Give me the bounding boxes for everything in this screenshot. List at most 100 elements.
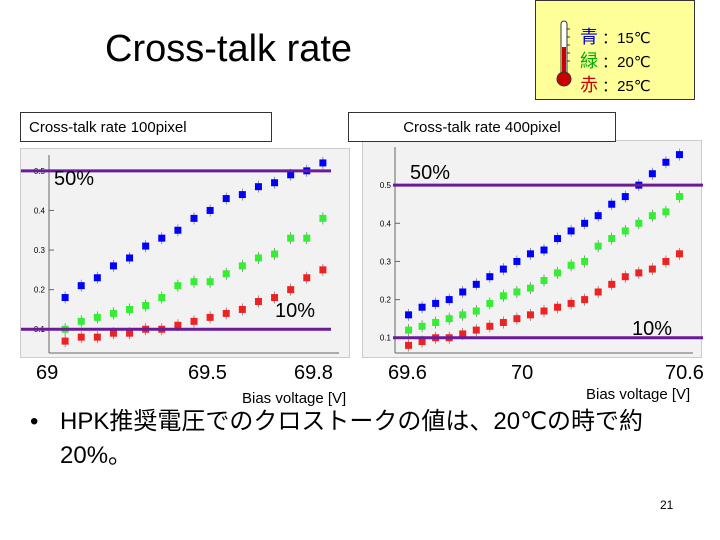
- data-point: [486, 322, 494, 330]
- data-point: [287, 171, 295, 179]
- data-point: [158, 234, 166, 242]
- temperature-legend: 青 ：15℃ 緑 ：20℃ 赤 ：25℃: [535, 0, 695, 100]
- right-plot-title: Cross-talk rate 400pixel: [348, 112, 616, 142]
- data-point: [445, 315, 453, 323]
- data-point: [303, 274, 311, 282]
- data-point: [126, 329, 134, 337]
- bullet-icon: •: [30, 408, 39, 435]
- note-text: HPK推奨電圧でのクロストークの値は、20℃の時で約20%。: [60, 408, 643, 469]
- data-point: [405, 326, 413, 334]
- data-point: [675, 151, 683, 159]
- legend-value: ：20℃: [602, 54, 651, 71]
- legend-kanji: 緑: [580, 51, 598, 72]
- left-plot-canvas: 0.10.20.30.40.5: [21, 155, 339, 354]
- data-point: [635, 219, 643, 227]
- data-point: [459, 288, 467, 296]
- data-point: [621, 193, 629, 201]
- data-point: [271, 179, 279, 187]
- data-point: [540, 246, 548, 254]
- data-point: [621, 273, 629, 281]
- y-tick-label: 0.1: [380, 334, 392, 343]
- data-point: [77, 333, 85, 341]
- data-point: [254, 183, 262, 191]
- data-point: [238, 191, 246, 199]
- legend-kanji: 青: [580, 27, 598, 48]
- data-point: [93, 333, 101, 341]
- data-point: [635, 269, 643, 277]
- y-tick-label: 0.5: [380, 181, 392, 190]
- data-point: [472, 307, 480, 315]
- data-point: [238, 262, 246, 270]
- left-xtick: 69.5: [188, 362, 227, 384]
- data-point: [190, 317, 198, 325]
- slide-title: Cross-talk rate: [105, 28, 353, 70]
- right-50pct-label: 50%: [410, 162, 451, 184]
- data-point: [126, 305, 134, 313]
- thermometer-icon: [556, 20, 572, 87]
- data-point: [581, 296, 589, 304]
- data-point: [594, 242, 602, 250]
- data-point: [93, 313, 101, 321]
- data-point: [271, 250, 279, 258]
- data-point: [271, 294, 279, 302]
- data-point: [254, 298, 262, 306]
- data-point: [608, 200, 616, 208]
- data-point: [77, 317, 85, 325]
- data-point: [174, 282, 182, 290]
- data-point: [61, 337, 69, 345]
- data-point: [486, 299, 494, 307]
- data-point: [540, 277, 548, 285]
- data-point: [109, 309, 117, 317]
- data-point: [459, 311, 467, 319]
- data-point: [621, 227, 629, 235]
- data-point: [472, 280, 480, 288]
- data-point: [319, 266, 327, 274]
- data-point: [222, 195, 230, 203]
- y-tick-label: 0.4: [380, 219, 392, 228]
- data-point: [418, 303, 426, 311]
- left-10pct-label: 10%: [275, 300, 316, 322]
- data-point: [190, 214, 198, 222]
- data-point: [222, 309, 230, 317]
- data-point: [499, 318, 507, 326]
- data-point: [61, 294, 69, 302]
- left-xtick: 69: [36, 362, 59, 384]
- data-point: [499, 265, 507, 273]
- data-point: [567, 261, 575, 269]
- data-point: [526, 250, 534, 258]
- y-tick-label: 0.4: [34, 206, 46, 215]
- right-xtick: 70: [511, 362, 534, 384]
- right-plot-frame: 0.1 0.2 0.3 0.4 0.5: [362, 140, 703, 358]
- data-point: [513, 288, 521, 296]
- data-point: [238, 305, 246, 313]
- data-point: [206, 313, 214, 321]
- data-point: [662, 158, 670, 166]
- right-x-axis-title: Bias voltage [V]: [586, 386, 691, 403]
- data-point: [554, 303, 562, 311]
- data-point: [319, 159, 327, 167]
- legend-value: ：15℃: [602, 30, 651, 47]
- data-point: [675, 193, 683, 201]
- data-point: [142, 301, 150, 309]
- left-x-axis-title: Bias voltage [V]: [242, 390, 347, 407]
- data-point: [567, 227, 575, 235]
- data-point: [303, 234, 311, 242]
- data-point: [206, 206, 214, 214]
- data-point: [554, 235, 562, 243]
- data-point: [608, 235, 616, 243]
- data-point: [190, 278, 198, 286]
- data-point: [594, 212, 602, 220]
- data-point: [513, 315, 521, 323]
- data-point: [287, 286, 295, 294]
- data-point: [648, 170, 656, 178]
- data-point: [405, 311, 413, 319]
- y-tick-label: 0.3: [34, 246, 46, 255]
- data-point: [554, 269, 562, 277]
- left-50pct-label: 50%: [54, 168, 95, 190]
- left-plot-frame: 0.10.20.30.40.5: [20, 148, 350, 358]
- right-10pct-label: 10%: [632, 318, 673, 340]
- data-point: [675, 250, 683, 258]
- data-point: [418, 322, 426, 330]
- data-point: [109, 329, 117, 337]
- data-point: [206, 278, 214, 286]
